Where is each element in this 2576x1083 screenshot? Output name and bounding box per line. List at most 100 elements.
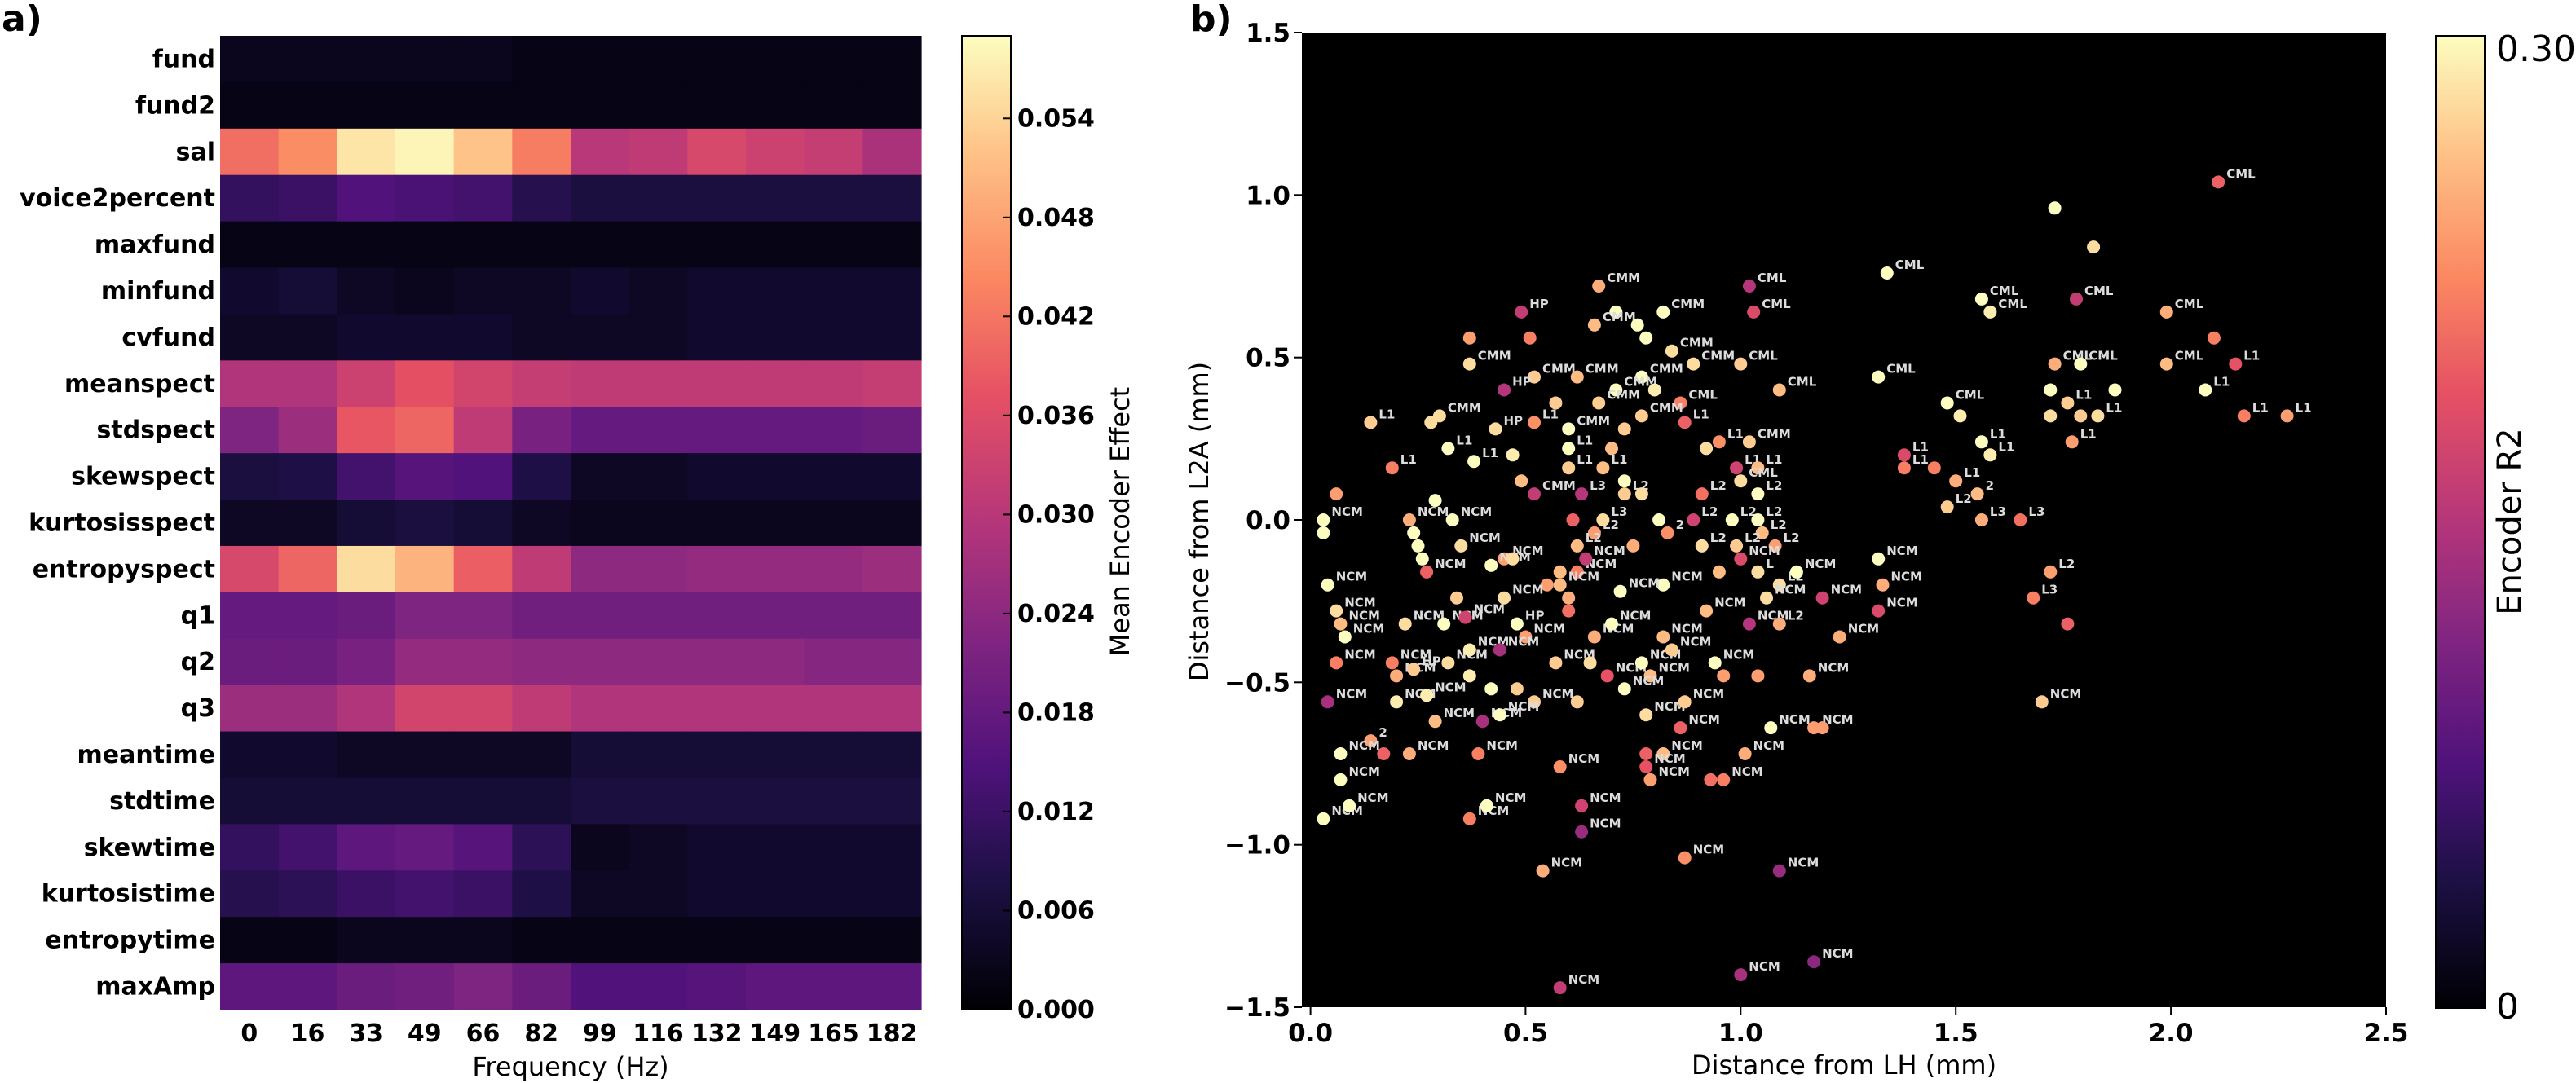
scatter-point-label: CMM — [1603, 310, 1636, 324]
scatter-point-label: NCM — [1779, 712, 1811, 727]
scatter-point-label: L3 — [2028, 504, 2044, 519]
scatter-point-label: NCM — [1474, 602, 1506, 617]
scatter-point — [1498, 383, 1511, 397]
heatmap-cell — [512, 453, 571, 500]
heatmap-cell — [337, 963, 396, 1010]
heatmap-row-label: entropyspect — [33, 555, 215, 583]
scatter-point — [2035, 695, 2049, 709]
heatmap-cell — [629, 777, 688, 825]
heatmap-colorbar-title: Mean Encoder Effect — [1105, 387, 1136, 656]
heatmap-column-label: 116 — [633, 1019, 684, 1048]
scatter-x-axis-title: Distance from LH (mm) — [1692, 1050, 1996, 1081]
heatmap-cell — [804, 221, 863, 269]
scatter-point — [1364, 734, 1378, 748]
scatter-point — [1695, 487, 1709, 501]
scatter-point — [1738, 747, 1752, 760]
heatmap-cell — [804, 638, 863, 686]
scatter-point-label: 2 — [1986, 478, 1994, 493]
scatter-point — [2048, 201, 2062, 215]
scatter-point — [1734, 968, 1748, 982]
heatmap-cell — [629, 360, 688, 407]
scatter-point — [1772, 617, 1786, 631]
scatter-point — [1575, 799, 1589, 812]
scatter-point — [1876, 578, 1890, 592]
scatter-point — [1643, 669, 1657, 683]
heatmap-column-label: 33 — [349, 1019, 383, 1048]
scatter-point — [1772, 383, 1786, 397]
scatter-point-label: NCM — [1336, 570, 1368, 584]
scatter-point-label: NCM — [1508, 699, 1540, 714]
scatter-point-label: CML — [2084, 284, 2114, 298]
scatter-point-label: NCM — [1331, 504, 1363, 519]
scatter-point-label: CMM — [1671, 297, 1705, 311]
scatter-point-label: L2 — [1788, 609, 1804, 623]
heatmap-cell — [278, 267, 337, 315]
scatter-colorbar-tick-min: 0 — [2496, 986, 2519, 1028]
scatter-point-label: NCM — [1414, 609, 1445, 623]
scatter-point — [1953, 409, 1967, 423]
heatmap-cell — [278, 407, 337, 454]
scatter-point-label: NCM — [1671, 622, 1703, 636]
heatmap-cell — [278, 545, 337, 593]
scatter-colorbar-tick-max: 0.30 — [2496, 29, 2576, 70]
scatter-point-label: NCM — [1749, 544, 1780, 558]
scatter-point-label: NCM — [1688, 712, 1720, 727]
heatmap-colorbar-tick-label: 0.042 — [1017, 302, 1095, 331]
heatmap-row-label: q2 — [181, 648, 215, 676]
scatter-point — [1317, 526, 1330, 539]
scatter-point — [2070, 292, 2083, 306]
scatter-point-label: NCM — [1886, 596, 1918, 610]
scatter-point-label: CML — [1990, 284, 2019, 298]
scatter-point — [1983, 448, 1997, 462]
scatter-point — [2159, 305, 2173, 319]
heatmap-cell — [453, 824, 513, 871]
scatter-point — [1493, 708, 1506, 722]
heatmap-cell — [220, 36, 280, 83]
scatter-point-label: NCM — [1693, 686, 1725, 701]
scatter-point-label: HP — [1529, 297, 1549, 311]
scatter-point-label: NCM — [1822, 712, 1854, 727]
heatmap-cell — [862, 917, 922, 964]
scatter-point-label: L2 — [2058, 557, 2075, 571]
heatmap-cell — [395, 592, 455, 640]
scatter-point — [1587, 526, 1601, 539]
scatter-point — [2027, 591, 2040, 605]
scatter-point — [1484, 558, 1498, 572]
scatter-point — [1462, 812, 1476, 825]
heatmap-cell — [687, 500, 747, 547]
scatter-point-label: CML — [1749, 465, 1778, 480]
heatmap-cell — [453, 777, 513, 825]
scatter-point-label: L2 — [1784, 530, 1800, 545]
scatter-point — [1493, 643, 1506, 657]
scatter-point — [1596, 513, 1610, 526]
heatmap-cell — [804, 731, 863, 779]
scatter-point-label: CML — [1998, 297, 2027, 311]
scatter-point — [1872, 604, 1886, 618]
scatter-point — [1390, 695, 1404, 709]
scatter-point — [1833, 630, 1846, 644]
scatter-point-label: NCM — [1749, 959, 1780, 974]
scatter-point-label: CMM — [1577, 413, 1610, 428]
scatter-point — [1515, 474, 1528, 488]
heatmap-cell — [278, 592, 337, 640]
scatter-point-label: CMM — [1478, 349, 1511, 363]
scatter-point — [1562, 442, 1576, 456]
scatter-point — [1445, 513, 1459, 526]
scatter-point — [1802, 669, 1816, 683]
heatmap-column-labels: 0 16 33 49 66 82 99 116 132 149 165 182 — [240, 1019, 917, 1048]
scatter-point — [1424, 416, 1438, 429]
heatmap-cell — [862, 360, 922, 407]
scatter-point-label: CML — [1886, 362, 1916, 376]
scatter-point — [1940, 396, 1954, 410]
scatter-point — [1553, 981, 1567, 995]
heatmap-row-label: cvfund — [121, 324, 215, 352]
scatter-point — [1789, 565, 1803, 579]
scatter-point — [1553, 565, 1567, 579]
heatmap-cell — [453, 221, 513, 269]
scatter-point — [1510, 682, 1524, 696]
scatter-point-label: NCM — [1435, 680, 1467, 694]
heatmap-cell — [453, 545, 513, 593]
scatter-point — [1519, 630, 1533, 644]
scatter-point-label: NCM — [1805, 557, 1837, 571]
scatter-point — [1661, 526, 1674, 539]
